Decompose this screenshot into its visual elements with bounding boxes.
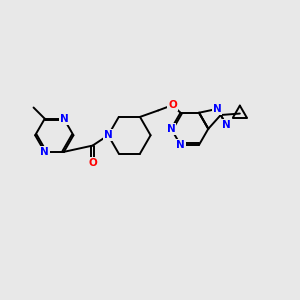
Text: N: N [40, 147, 49, 157]
Text: O: O [88, 158, 97, 168]
Text: N: N [222, 120, 231, 130]
Text: N: N [104, 130, 112, 140]
Text: N: N [213, 104, 221, 114]
Text: N: N [167, 124, 176, 134]
Text: N: N [176, 140, 185, 150]
Text: O: O [168, 100, 177, 110]
Text: N: N [59, 114, 68, 124]
